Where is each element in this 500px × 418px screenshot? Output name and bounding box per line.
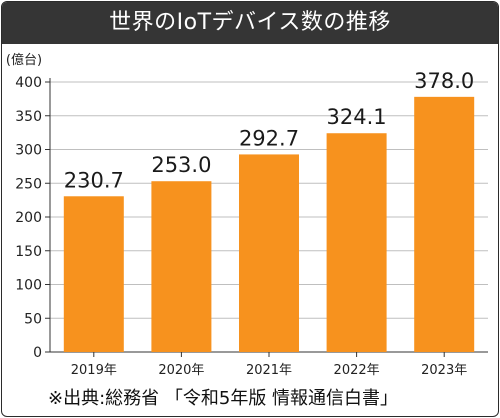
bar-2021: [239, 154, 299, 352]
y-tick-label: 400: [15, 75, 42, 91]
bar-value-label: 324.1: [327, 105, 387, 129]
bar-value-label: 230.7: [64, 168, 124, 192]
y-tick-label: 200: [15, 210, 42, 226]
chart-title: 世界のIoTデバイス数の推移: [2, 2, 498, 44]
bar-2019: [63, 196, 124, 352]
y-tick-label: 300: [15, 143, 42, 159]
bar-2020: [151, 181, 212, 352]
x-tick-label: 2023年: [421, 363, 467, 378]
y-tick-label: 350: [15, 109, 42, 125]
x-tick-label: 2020年: [158, 363, 204, 378]
source-note: ※出典:総務省 「令和5年版 情報通信白書」: [48, 388, 399, 409]
y-tick-label: 0: [33, 345, 42, 361]
y-axis-unit-label: (億台): [6, 52, 42, 68]
bar-2023: [414, 96, 475, 352]
y-tick-label: 50: [24, 311, 42, 327]
y-tick-label: 150: [15, 244, 42, 260]
y-tick-label: 250: [15, 176, 42, 192]
bar-2022: [326, 133, 387, 352]
bar-value-label: 253.0: [151, 153, 211, 177]
bar-value-label: 378.0: [414, 69, 474, 93]
x-tick-label: 2022年: [334, 363, 380, 378]
x-tick-label: 2021年: [246, 363, 292, 378]
y-tick-label: 100: [15, 278, 42, 294]
bar-value-label: 292.7: [239, 126, 299, 150]
x-tick-label: 2019年: [71, 363, 117, 378]
